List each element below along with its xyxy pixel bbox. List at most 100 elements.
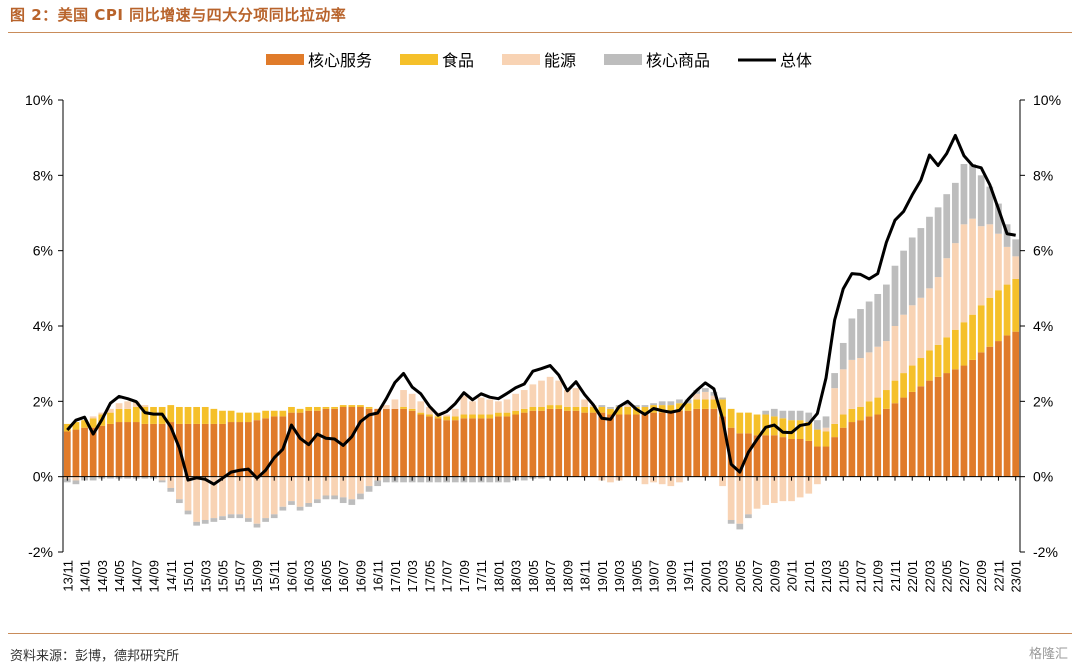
bar-核心商品-16/08 — [348, 499, 356, 505]
bar-核心服务-21/12 — [900, 397, 907, 477]
bar-食品-23/01 — [1012, 278, 1020, 332]
bar-能源-14/08 — [141, 405, 149, 407]
bar-核心服务-15/01 — [184, 423, 192, 477]
bar-食品-20/07 — [753, 414, 761, 436]
bar-食品-19/03 — [615, 406, 623, 415]
bar-能源-16/03 — [305, 476, 313, 504]
bar-核心商品-21/09 — [874, 293, 882, 347]
bar-能源-16/04 — [313, 476, 321, 500]
bar-能源-22/05 — [943, 258, 951, 338]
x-tick-label: 19/09 — [664, 560, 679, 593]
bar-核心服务-16/07 — [339, 406, 347, 477]
bar-核心服务-22/03 — [926, 380, 933, 477]
bar-核心商品-15/09 — [253, 523, 261, 528]
bar-核心商品-15/02 — [193, 521, 200, 526]
bar-食品-22/01 — [908, 365, 916, 392]
bar-能源-19/08 — [658, 476, 666, 485]
bar-核心服务-21/06 — [848, 422, 856, 477]
x-tick-label: 22/09 — [974, 560, 989, 593]
bar-能源-22/02 — [917, 297, 925, 359]
bar-核心服务-15/11 — [270, 416, 278, 477]
bar-食品-22/09 — [977, 305, 985, 353]
title-rule — [8, 32, 1072, 33]
bar-食品-21/12 — [900, 373, 907, 398]
bar-核心服务-17/06 — [434, 418, 442, 477]
x-tick-label: 18/09 — [560, 560, 575, 593]
bar-核心服务-17/12 — [486, 418, 494, 477]
bar-核心服务-17/10 — [469, 418, 476, 477]
legend-swatch-核心服务 — [266, 54, 304, 65]
bar-核心服务-18/08 — [555, 408, 563, 477]
bar-核心商品-14/11 — [167, 487, 175, 492]
bar-核心商品-22/12 — [1003, 224, 1011, 247]
bar-能源-17/05 — [426, 406, 433, 415]
bar-核心商品-13/12 — [72, 480, 80, 485]
bar-能源-17/12 — [486, 399, 494, 415]
bar-核心服务-14/09 — [150, 423, 157, 477]
bar-核心服务-21/03 — [822, 446, 830, 477]
bar-核心商品-22/07 — [960, 164, 968, 225]
x-tick-label: 21/01 — [802, 560, 817, 593]
x-tick-label: 17/01 — [388, 560, 403, 593]
bar-核心服务-14/02 — [89, 427, 97, 477]
bar-核心服务-16/06 — [331, 408, 338, 477]
bar-核心服务-19/09 — [667, 412, 675, 477]
x-tick-label: 21/11 — [888, 560, 903, 592]
bar-能源-20/07 — [753, 476, 761, 509]
bar-食品-15/08 — [245, 412, 252, 423]
bar-食品-20/05 — [736, 412, 744, 434]
bar-能源-14/06 — [124, 401, 132, 409]
bar-核心服务-19/04 — [624, 414, 632, 477]
bar-食品-16/08 — [348, 405, 356, 407]
bar-食品-20/03 — [719, 399, 726, 417]
bar-食品-15/07 — [236, 412, 244, 423]
bar-食品-16/10 — [365, 406, 373, 409]
bar-核心服务-17/07 — [443, 420, 451, 477]
bar-核心商品-19/02 — [607, 406, 614, 409]
bar-核心商品-17/06 — [434, 476, 442, 483]
bar-核心商品-21/07 — [857, 309, 864, 359]
x-tick-label: 20/05 — [733, 560, 748, 593]
bar-核心商品-14/10 — [158, 480, 166, 483]
bar-能源-18/09 — [564, 390, 571, 407]
bar-能源-17/09 — [460, 395, 468, 415]
bar-能源-20/09 — [770, 476, 778, 504]
bar-核心服务-14/07 — [132, 422, 140, 477]
bar-食品-21/01 — [805, 422, 813, 441]
bar-核心商品-20/06 — [745, 514, 752, 519]
bar-核心服务-20/11 — [788, 439, 795, 477]
x-tick-label: 19/03 — [612, 560, 627, 593]
legend-label-能源: 能源 — [544, 51, 576, 70]
y-tick-label-left: 6% — [33, 243, 53, 259]
bar-能源-22/11 — [995, 233, 1002, 291]
watermark: 格隆汇 — [1028, 647, 1068, 662]
x-tick-label: 17/07 — [440, 560, 455, 593]
x-tick-label: 14/07 — [129, 560, 144, 593]
x-tick-label: 15/05 — [216, 560, 231, 593]
bar-核心商品-19/06 — [641, 405, 649, 407]
bar-能源-15/08 — [245, 476, 252, 519]
legend-swatch-能源 — [502, 54, 540, 65]
bar-能源-17/08 — [451, 408, 459, 417]
bar-核心商品-16/06 — [331, 495, 338, 500]
bar-食品-22/03 — [926, 350, 933, 381]
bar-核心服务-14/01 — [81, 427, 88, 477]
bar-食品-20/04 — [727, 408, 735, 428]
bar-能源-19/06 — [641, 476, 649, 485]
bar-核心服务-15/10 — [262, 418, 269, 477]
bar-食品-18/10 — [572, 406, 580, 411]
bar-食品-20/11 — [788, 420, 795, 439]
bar-食品-19/11 — [684, 403, 692, 411]
bar-核心服务-22/10 — [986, 346, 994, 477]
bar-核心商品-16/09 — [357, 493, 364, 500]
bar-食品-14/08 — [141, 406, 149, 424]
legend-swatch-食品 — [400, 54, 438, 65]
bar-核心服务-22/02 — [917, 386, 925, 477]
bar-能源-14/04 — [107, 408, 114, 413]
y-tick-label-right: 2% — [1033, 393, 1053, 409]
bar-核心商品-20/10 — [779, 410, 787, 419]
x-tick-label: 23/01 — [1009, 560, 1024, 593]
footer-rule — [8, 633, 1072, 634]
bar-核心服务-15/03 — [201, 423, 209, 477]
x-tick-label: 15/07 — [233, 560, 248, 593]
